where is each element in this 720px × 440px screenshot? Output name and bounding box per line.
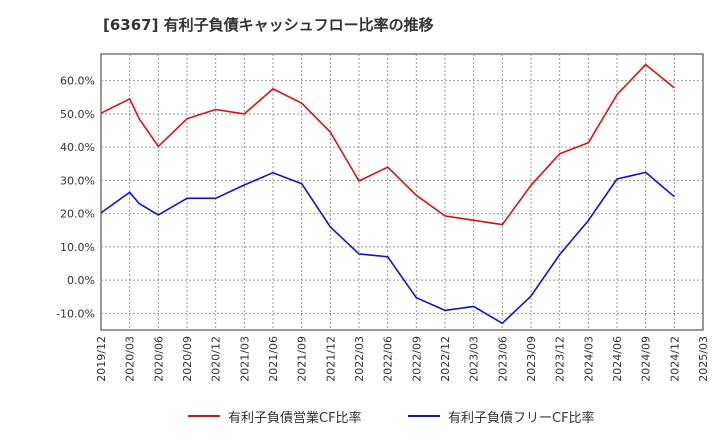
series-line-2	[100, 171, 675, 325]
y-tick-label: -10.0%	[56, 307, 95, 320]
x-tick-label: 2024/09	[640, 336, 653, 382]
x-tick-label: 2024/12	[668, 336, 681, 382]
legend-swatch-series-2	[408, 415, 440, 417]
legend-swatch-series-1	[188, 415, 220, 417]
x-tick-label: 2021/12	[324, 336, 337, 382]
x-tick-label: 2022/06	[382, 336, 395, 382]
x-tick-label: 2021/06	[267, 336, 280, 382]
line-chart: 2019/12 2020/03 2020/06 2020/09 2020/12 2021/…	[56, 53, 710, 382]
chart-legend: 有利子負債営業CF比率 有利子負債フリーCF比率	[0, 405, 720, 427]
plot-area	[100, 53, 704, 331]
x-tick-label: 2023/06	[496, 336, 509, 382]
x-tick-label: 2020/12	[210, 336, 223, 382]
x-tick-label: 2022/12	[439, 336, 452, 382]
x-tick-label: 2019/12	[95, 336, 108, 382]
x-tick-label: 2023/12	[554, 336, 567, 382]
x-tick-label: 2022/03	[353, 336, 366, 382]
x-tick-label: 2022/09	[410, 336, 423, 382]
x-tick-label: 2024/06	[611, 336, 624, 382]
y-tick-label: 40.0%	[60, 141, 95, 154]
x-tick-label: 2021/09	[296, 336, 309, 382]
x-tick-label: 2025/03	[697, 336, 710, 382]
legend-item-series-2: 有利子負債フリーCF比率	[408, 405, 595, 427]
y-tick-label: 30.0%	[60, 174, 95, 187]
series-line-1	[100, 63, 675, 226]
legend-label-series-1: 有利子負債営業CF比率	[228, 410, 362, 426]
chart-title: [6367] 有利子負債キャッシュフロー比率の推移	[103, 16, 434, 34]
x-tick-label: 2020/09	[181, 336, 194, 382]
y-tick-label: 60.0%	[60, 75, 95, 88]
y-tick-label: 20.0%	[60, 208, 95, 221]
y-tick-label: 50.0%	[60, 108, 95, 121]
legend-label-series-2: 有利子負債フリーCF比率	[448, 410, 595, 426]
x-tick-label: 2023/09	[525, 336, 538, 382]
legend-item-series-1: 有利子負債営業CF比率	[188, 405, 362, 427]
x-tick-label: 2023/03	[468, 336, 481, 382]
x-tick-label: 2020/03	[124, 336, 137, 382]
x-tick-label: 2020/06	[152, 336, 165, 382]
y-tick-label: 0.0%	[67, 274, 95, 287]
x-tick-label: 2024/03	[582, 336, 595, 382]
y-tick-label: 10.0%	[60, 241, 95, 254]
x-tick-label: 2021/03	[238, 336, 251, 382]
